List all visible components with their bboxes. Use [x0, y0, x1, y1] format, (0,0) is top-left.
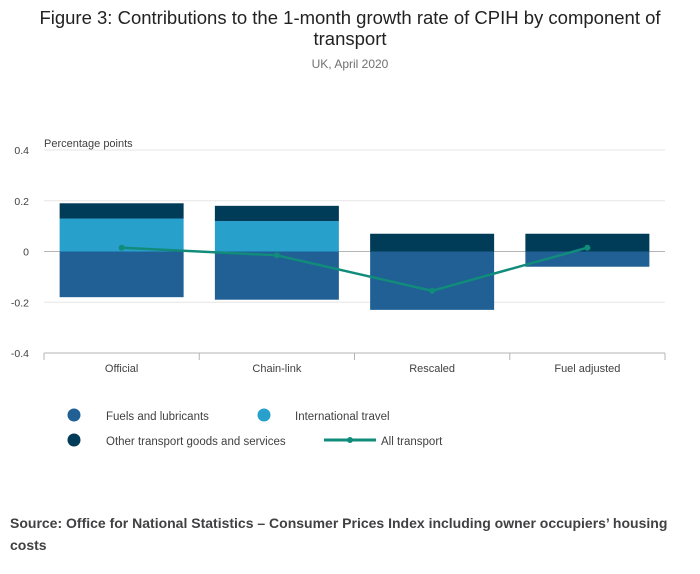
bar-other-transport-goods-and-services: [525, 233, 650, 252]
bar-international-travel: [214, 221, 339, 252]
x-tick-label: Fuel adjusted: [554, 363, 620, 375]
x-tick-label: Official: [105, 363, 138, 375]
chart-canvas: Percentage points 0.4 0.2 0 -0.2 -0.4 Official…: [11, 138, 666, 448]
legend-label: International travel: [295, 411, 390, 423]
bar-fuels-and-lubricants: [59, 251, 184, 298]
line-point: [429, 287, 436, 294]
legend-marker: [257, 408, 271, 422]
line-all-transport: [121, 246, 588, 293]
y-tick-label: 0.2: [14, 196, 29, 208]
bar-other-transport-goods-and-services: [59, 203, 184, 219]
line-point: [584, 244, 591, 251]
y-tick-label: -0.4: [11, 348, 29, 360]
chart-title: Figure 3: Contributions to the 1-month g…: [39, 7, 661, 49]
y-tick-label: -0.2: [11, 297, 29, 309]
y-axis-label: Percentage points: [44, 138, 133, 150]
legend-marker: [67, 408, 81, 422]
x-tick-label: Rescaled: [409, 363, 455, 375]
bar-other-transport-goods-and-services: [370, 233, 495, 252]
bar-other-transport-goods-and-services: [214, 205, 339, 222]
x-tick-label: Chain-link: [252, 363, 301, 375]
legend-marker: [67, 433, 81, 447]
source-note: Source: Office for National Statistics –…: [10, 515, 668, 553]
legend-label: Other transport goods and services: [106, 436, 286, 448]
y-tick-label: 0: [23, 247, 29, 259]
bar-fuels-and-lubricants: [214, 251, 339, 300]
line-point: [273, 252, 280, 259]
legend-label: All transport: [381, 436, 443, 448]
chart-subtitle: UK, April 2020: [311, 57, 389, 71]
y-tick-label: 0.4: [14, 145, 29, 157]
line-point: [118, 244, 125, 251]
legend-marker-dot: [347, 437, 353, 443]
legend-label: Fuels and lubricants: [106, 411, 209, 423]
